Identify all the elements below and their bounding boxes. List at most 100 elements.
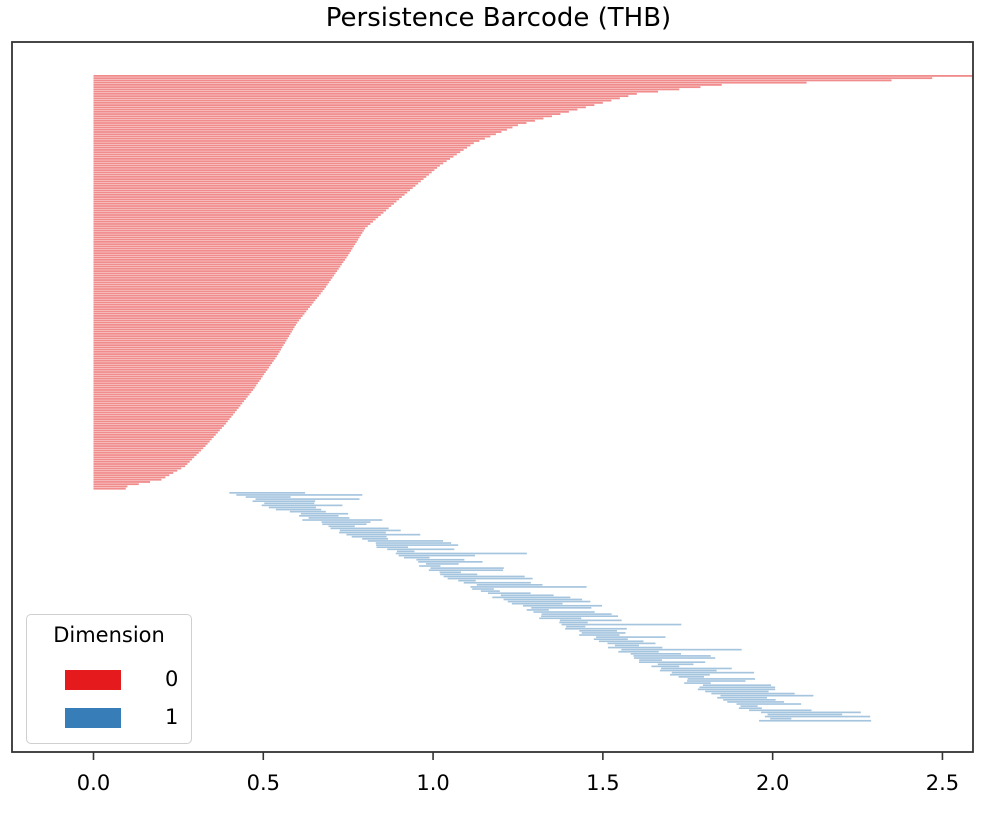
dim0-bar [93, 175, 427, 178]
dim0-bar [93, 173, 429, 176]
dim1-bar [470, 586, 587, 588]
dim1-bar [699, 686, 776, 689]
dim1-bar [541, 613, 612, 615]
dim1-bar [633, 657, 716, 659]
dim0-bar [93, 225, 368, 228]
dim0-bar [93, 449, 202, 452]
dim0-bar [93, 308, 309, 311]
dim1-bar [738, 707, 762, 710]
dim0-bar [93, 292, 321, 295]
dim0-bar [93, 191, 408, 194]
dim0-bar [93, 283, 328, 286]
dim0-bar [93, 166, 438, 169]
dim0-bar [93, 232, 363, 234]
dim0-bar [93, 238, 359, 241]
dim1-bar [488, 592, 531, 595]
dim0-bar [93, 227, 366, 230]
dim0-bar [93, 252, 350, 255]
dim0-bar [93, 451, 199, 454]
dim1-bar [430, 567, 504, 569]
dim1-bar [522, 604, 603, 607]
dim0-bar [93, 249, 352, 252]
dim1-bar [511, 602, 563, 605]
dim1-bar [396, 550, 415, 553]
dim1-bar [245, 496, 291, 498]
legend-swatch-1 [65, 708, 121, 728]
dim0-bar [93, 332, 291, 335]
dim0-bar [93, 310, 307, 313]
dim0-bar [93, 315, 303, 317]
dim0-bar [93, 382, 258, 385]
dim0-bar [93, 373, 265, 376]
x-tick-label: 1.0 [416, 771, 449, 795]
dim0-bar [93, 146, 468, 149]
dim1-bar [697, 688, 776, 691]
dim0-bar [93, 263, 342, 266]
dim0-bar [93, 241, 357, 243]
dim0-bar [93, 270, 338, 273]
dim0-bar [93, 454, 197, 456]
dim1-bar [439, 571, 461, 574]
dim1-bar [661, 667, 732, 670]
dim0-bar [93, 200, 397, 203]
dim1-bar [300, 512, 349, 515]
dim1-bar [541, 615, 618, 618]
dim0-bar [93, 368, 268, 371]
dim0-bar [93, 218, 376, 221]
dim0-bar [93, 299, 316, 302]
dim0-bar [93, 422, 226, 425]
dim1-bar [566, 625, 586, 628]
dim0-bar [93, 110, 569, 113]
dim1-bar [328, 525, 355, 528]
dim0-bar [93, 290, 323, 293]
dim0-bar [93, 472, 174, 474]
dim0-bar [93, 193, 405, 196]
dim1-bar [596, 636, 666, 638]
dim0-bar [93, 229, 364, 232]
chart-title: Persistence Barcode (THB) [325, 3, 672, 33]
dim0-bar [93, 375, 263, 378]
dim1-bar [302, 519, 383, 521]
dim1-bar [261, 504, 343, 507]
dim0-bar [93, 393, 250, 396]
dimension-1-bars [229, 492, 872, 722]
dim0-bar [93, 95, 629, 98]
dim1-bar [593, 638, 628, 641]
dim1-bar [678, 676, 704, 678]
dim1-bar [299, 515, 339, 517]
dim0-bar [93, 391, 252, 394]
dim0-bar [93, 456, 195, 459]
dim0-bar [93, 330, 292, 333]
dim0-bar [93, 427, 222, 430]
dim0-bar [93, 160, 447, 163]
dim0-bar [93, 436, 214, 439]
dim0-bar [93, 92, 637, 95]
dim1-bar [759, 719, 872, 722]
dim0-bar [93, 424, 224, 427]
dim0-bar [93, 335, 290, 338]
dim0-bar [93, 389, 254, 391]
dim1-bar [419, 565, 441, 567]
dim0-bar [93, 380, 260, 382]
dim0-bar [93, 339, 287, 342]
dim0-bar [93, 371, 266, 373]
dim0-bar [93, 81, 807, 84]
dim0-bar [93, 438, 212, 441]
dim1-bar [503, 598, 583, 601]
dim0-bar [93, 281, 330, 284]
dim1-bar [684, 682, 711, 684]
dim0-bar [93, 366, 269, 369]
dim1-bar [339, 529, 401, 532]
dim0-bar [93, 83, 722, 86]
dim1-bar [492, 596, 571, 599]
dim0-bar [93, 104, 595, 107]
legend-label-0: 0 [165, 667, 179, 691]
dim1-bar [268, 506, 316, 509]
dim1-bar [330, 527, 389, 530]
legend-title: Dimension [53, 623, 165, 647]
dim0-bar [93, 348, 281, 351]
dim0-bar [93, 164, 440, 167]
dim0-bar [93, 247, 353, 250]
dim1-bar [533, 611, 595, 613]
dim1-bar [443, 575, 525, 578]
